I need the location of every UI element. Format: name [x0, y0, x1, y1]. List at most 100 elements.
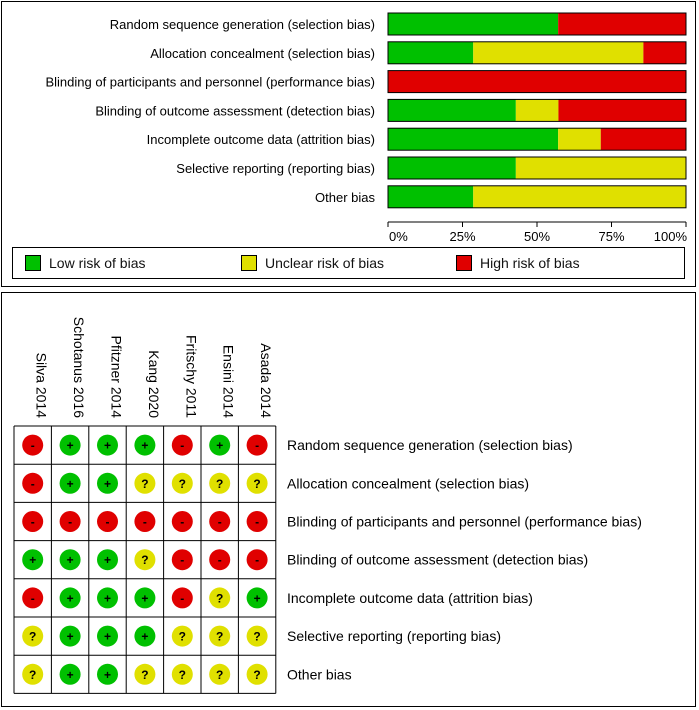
judgement-symbol: - [106, 515, 110, 529]
legend-item-high: High risk of bias [456, 248, 580, 278]
judgement-symbol: + [254, 591, 261, 605]
judgement-high [246, 434, 268, 456]
judgement-unclear [209, 663, 231, 685]
judgement-unclear [22, 663, 44, 685]
judgement-low [59, 625, 81, 647]
judgement-high [171, 587, 193, 609]
judgement-symbol: - [180, 553, 184, 567]
judgement-low [97, 625, 118, 647]
judgement-symbol: + [104, 553, 111, 567]
judgement-symbol: ? [216, 477, 223, 491]
bar-segment-unclear [515, 157, 686, 179]
risk-of-bias-graph: Random sequence generation (selection bi… [45, 12, 688, 244]
bar-segment-unclear [515, 99, 559, 122]
judgement-high [246, 549, 268, 571]
domain-label: Blinding of participants and personnel (… [287, 514, 642, 530]
judgement-low [59, 434, 81, 456]
judgement-symbol: ? [253, 477, 260, 491]
judgement-symbol: + [104, 668, 111, 682]
bar-outline [387, 70, 687, 94]
judgement-symbol: - [180, 515, 184, 529]
judgement-symbol: + [104, 591, 111, 605]
risk-of-bias-graph-panel: Random sequence generation (selection bi… [1, 1, 696, 287]
judgement-low [59, 663, 81, 685]
judgement-unclear [134, 549, 156, 571]
judgement-symbol: + [67, 591, 74, 605]
judgement-symbol: ? [179, 477, 186, 491]
judgement-unclear [134, 472, 156, 494]
judgement-high [59, 511, 81, 532]
judgement-low [246, 587, 268, 609]
judgement-symbol: ? [216, 591, 223, 605]
judgement-unclear [134, 663, 156, 685]
domain-label: Incomplete outcome data (attrition bias) [287, 590, 533, 606]
judgement-symbol: + [29, 553, 36, 567]
x-tick-label: 100% [654, 229, 688, 244]
bar-segment-high [388, 70, 686, 93]
legend-swatch-unclear [241, 255, 257, 271]
bar-segment-high [643, 41, 686, 64]
category-label: Blinding of outcome assessment (detectio… [95, 103, 375, 118]
judgement-symbol: ? [253, 668, 260, 682]
judgement-unclear [209, 587, 231, 609]
bar-outline [387, 156, 687, 180]
judgement-symbol: - [68, 515, 72, 529]
judgement-high [22, 511, 44, 532]
study-header: Fritschy 2011 [183, 335, 199, 418]
bar-segment-unclear [473, 41, 644, 64]
bar-segment-high [558, 99, 686, 122]
judgement-symbol: ? [179, 630, 186, 644]
x-tick-label: 25% [449, 229, 475, 244]
domain-label: Allocation concealment (selection bias) [287, 475, 529, 491]
judgement-low [59, 472, 81, 494]
judgement-symbol: + [104, 439, 111, 453]
judgement-low [97, 663, 118, 685]
judgement-low [97, 472, 118, 494]
bar-segment-low [388, 41, 474, 64]
judgement-high [97, 511, 118, 532]
risk-of-bias-summary-panel: Silva 2014 Schotanus 2016 Pfitzner 2014 Kan… [1, 292, 696, 707]
category-label: Incomplete outcome data (attrition bias) [147, 132, 375, 147]
bar-outline [387, 98, 687, 122]
legend-swatch-high [456, 255, 472, 271]
judgement-symbol: + [67, 553, 74, 567]
bar-segment-low [388, 99, 516, 122]
judgement-symbol: ? [141, 668, 148, 682]
judgement-symbol: + [216, 439, 223, 453]
domain-label: Selective reporting (reporting bias) [287, 628, 501, 644]
judgement-low [209, 434, 231, 456]
judgement-low [59, 587, 81, 609]
domain-label: Other bias [287, 666, 352, 682]
category-label: Other bias [315, 190, 375, 205]
risk-of-bias-summary: Silva 2014 Schotanus 2016 Pfitzner 2014 Kan… [13, 317, 642, 694]
judgement-symbol: + [67, 477, 74, 491]
judgement-symbol: - [218, 553, 222, 567]
legend: Low risk of bias Unclear risk of bias Hi… [12, 247, 685, 279]
judgement-low [97, 434, 118, 456]
judgement-symbol: - [31, 591, 35, 605]
judgement-unclear [171, 625, 193, 647]
study-header: Ensini 2014 [221, 345, 237, 418]
judgement-symbol: - [31, 515, 35, 529]
judgement-high [246, 511, 268, 532]
judgement-low [59, 549, 81, 571]
judgement-symbol: - [180, 439, 184, 453]
judgement-symbol: + [67, 439, 74, 453]
judgement-symbol: ? [216, 630, 223, 644]
legend-label-low: Low risk of bias [49, 255, 146, 271]
bar-segment-low [388, 185, 474, 208]
judgement-symbol: ? [141, 477, 148, 491]
bar-outline [387, 12, 687, 36]
judgement-unclear [22, 625, 44, 647]
judgement-high [22, 434, 44, 456]
bar-outline [387, 127, 687, 151]
category-label: Blinding of participants and personnel (… [45, 75, 375, 90]
judgement-high [22, 472, 44, 494]
bar-segment-low [388, 13, 559, 35]
judgement-low [97, 587, 118, 609]
judgement-high [171, 549, 193, 571]
judgement-high [171, 511, 193, 532]
study-header: Asada 2014 [258, 343, 274, 418]
judgement-symbol: + [67, 668, 74, 682]
judgement-low [97, 549, 118, 571]
